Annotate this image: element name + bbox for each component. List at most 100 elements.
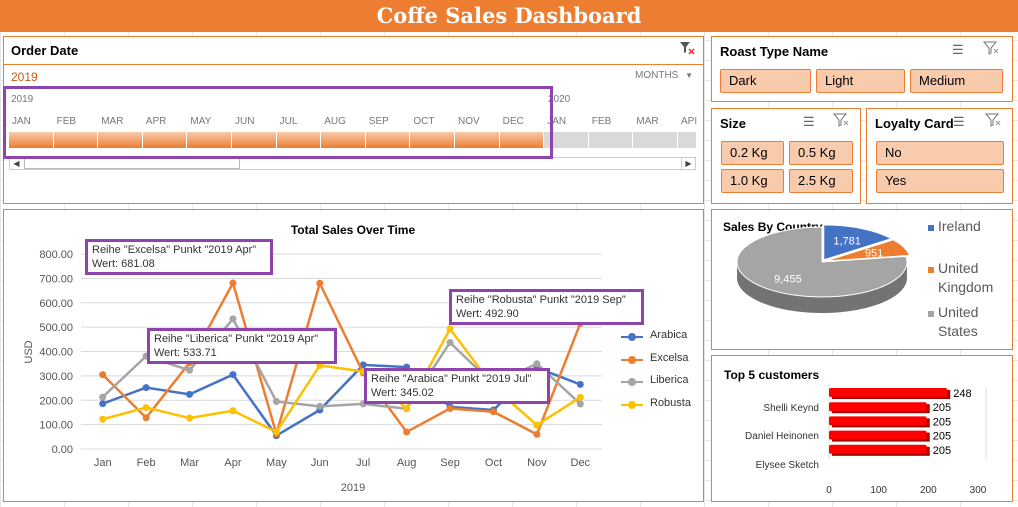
y-tick-label: 600.00	[39, 298, 73, 310]
timeline-month-cell[interactable]	[321, 132, 365, 148]
scrollbar-thumb[interactable]	[24, 158, 240, 169]
timeline-month-label: OCT	[413, 116, 435, 127]
timeline-highlight-box	[3, 86, 553, 159]
tooltip-series-point: Reihe "Arabica" Punkt "2019 Jul"	[371, 373, 532, 385]
bar-category-label: Elysee Sketch	[756, 460, 819, 471]
y-tick-label: 0.00	[52, 444, 73, 456]
multi-select-icon[interactable]: ☰	[953, 114, 965, 129]
timeline-month-cell[interactable]	[499, 132, 544, 148]
timeline-month-cell[interactable]	[142, 132, 187, 148]
loyalty-option-no[interactable]: No	[876, 141, 1004, 165]
legend-label: Liberica	[650, 374, 689, 386]
size-option-2-5kg[interactable]: 2.5 Kg	[789, 169, 853, 193]
roast-slicer-title: Roast Type Name	[720, 44, 829, 59]
loyalty-option-yes[interactable]: Yes	[876, 169, 1004, 193]
bar	[829, 430, 927, 440]
roast-option-light[interactable]: Light	[816, 69, 905, 93]
chart-tooltip: Reihe "Robusta" Punkt "2019 Sep" Wert: 49…	[449, 289, 644, 325]
legend-dot	[628, 355, 636, 364]
order-date-timeline[interactable]: Order Date 2019 MONTHS ▼ 2019 2020 ◀ ▶ J…	[3, 36, 704, 204]
data-point	[186, 366, 194, 374]
timeline-month-label: MAY	[190, 116, 212, 127]
timeline-month-label: API	[681, 116, 698, 127]
pie-chart-svg: 1,781 951 9,455	[736, 224, 911, 313]
sales-by-country-chart[interactable]: Sales By Country 1,781 951 9,455 Ireland Un…	[711, 209, 1013, 350]
timeline-month-label: APR	[145, 116, 167, 127]
data-point	[99, 393, 107, 401]
timeline-year-2019: 2019	[11, 94, 34, 105]
timeline-month-cell[interactable]	[410, 132, 454, 148]
line-chart-svg: Total Sales Over Time 0.00 100.00 200.00 300…	[23, 223, 602, 494]
legend-label: Arabica	[650, 329, 688, 341]
timeline-month-cell[interactable]	[365, 132, 410, 148]
timeline-month-label: FEB	[591, 116, 612, 127]
size-slicer[interactable]: Size ☰ 0.2 Kg 0.5 Kg 1.0 Kg 2.5 Kg	[711, 108, 861, 204]
data-point	[316, 279, 324, 287]
timeline-month-cell[interactable]	[98, 132, 142, 148]
data-point	[186, 390, 194, 398]
pie-slice-ireland	[823, 224, 893, 261]
y-tick-label: 800.00	[39, 249, 73, 261]
x-tick-label: Jan	[94, 457, 112, 469]
data-point	[446, 405, 454, 413]
roast-option-dark[interactable]: Dark	[720, 69, 811, 93]
x-tick-label: Sep	[440, 457, 460, 469]
clear-filter-icon[interactable]	[984, 113, 1001, 130]
pie-legend-marker	[928, 311, 934, 317]
data-point	[142, 414, 150, 422]
data-point	[142, 384, 150, 392]
timeline-level-dropdown[interactable]: MONTHS ▼	[635, 70, 693, 81]
bar-value-label: 205	[933, 416, 951, 428]
bar-category-label: Shelli Keynd	[763, 403, 819, 414]
timeline-month-label: SEP	[368, 116, 389, 127]
data-point	[446, 338, 454, 346]
bar-category-label: Daniel Heinonen	[745, 431, 819, 442]
timeline-month-cell[interactable]	[455, 132, 499, 148]
data-point	[403, 428, 411, 436]
x-tick-label: 0	[826, 485, 832, 496]
data-point	[229, 279, 237, 287]
tooltip-series-point: Reihe "Liberica" Punkt "2019 Apr"	[154, 333, 319, 345]
top-customers-chart[interactable]: Top 5 customers 248 205 205 205 205 Shelli Ke…	[711, 355, 1013, 502]
data-point	[272, 397, 280, 405]
pie-slice-united-kingdom	[825, 239, 911, 262]
x-tick-label: Oct	[485, 457, 502, 469]
timeline-month-cell[interactable]	[9, 132, 53, 148]
size-option-0-5kg[interactable]: 0.5 Kg	[789, 141, 853, 165]
legend-dot	[628, 333, 636, 341]
x-tick-label: Jul	[356, 457, 370, 469]
timeline-month-cell[interactable]	[678, 132, 696, 148]
clear-filter-icon[interactable]	[679, 41, 695, 58]
timeline-month-cell[interactable]	[187, 132, 231, 148]
data-point	[489, 408, 497, 416]
pie-data-label: 951	[865, 247, 883, 259]
pie-slice-united-states	[736, 226, 908, 298]
data-point	[403, 405, 411, 413]
multi-select-icon[interactable]: ☰	[803, 114, 815, 129]
size-option-1-0kg[interactable]: 1.0 Kg	[721, 169, 784, 193]
timeline-month-cell[interactable]	[588, 132, 633, 148]
y-axis-label: USD	[23, 340, 35, 363]
clear-filter-icon[interactable]	[982, 41, 999, 58]
clear-filter-icon[interactable]	[832, 113, 849, 130]
size-slicer-title: Size	[720, 116, 747, 131]
data-point	[272, 428, 280, 436]
sales-over-time-chart[interactable]: Total Sales Over Time 0.00 100.00 200.00 300…	[3, 209, 704, 502]
roast-type-slicer[interactable]: Roast Type Name ☰ Dark Light Medium	[711, 36, 1013, 102]
pie-legend-marker	[928, 225, 934, 231]
loyalty-card-slicer[interactable]: Loyalty Card ☰ No Yes	[866, 108, 1013, 204]
timeline-month-cell[interactable]	[276, 132, 321, 148]
multi-select-icon[interactable]: ☰	[952, 42, 964, 57]
scroll-left-icon[interactable]: ◀	[13, 159, 20, 168]
timeline-month-label: JUL	[279, 116, 298, 127]
size-option-0-2kg[interactable]: 0.2 Kg	[721, 141, 784, 165]
bar	[829, 416, 927, 426]
timeline-month-cell[interactable]	[232, 132, 276, 148]
data-point	[576, 400, 584, 408]
timeline-month-cell[interactable]	[633, 132, 677, 148]
timeline-month-cell[interactable]	[53, 132, 98, 148]
scroll-right-icon[interactable]: ▶	[681, 158, 695, 169]
timeline-month-cell[interactable]	[544, 132, 588, 148]
roast-option-medium[interactable]: Medium	[910, 69, 1003, 93]
data-point	[316, 402, 324, 410]
